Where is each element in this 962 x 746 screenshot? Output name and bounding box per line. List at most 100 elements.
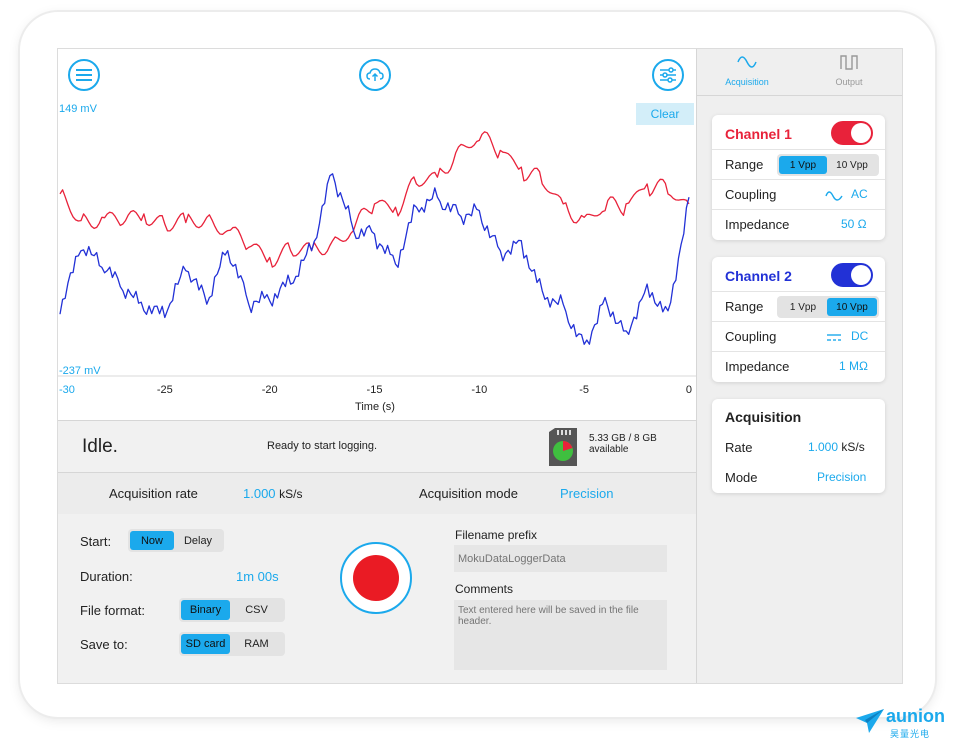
channel2-coupling-row[interactable]: Coupling DC xyxy=(712,321,885,352)
acquisition-rate-row[interactable]: Rate 1.000 kS/s xyxy=(712,433,885,463)
channel2-card: Channel 2 Range 1 Vpp 10 Vpp Coupling DC xyxy=(712,257,885,382)
acquisition-card-rate-label: Rate xyxy=(725,440,753,455)
acquisition-mode-label: Acquisition mode xyxy=(419,486,518,501)
filename-prefix-input[interactable] xyxy=(454,545,667,572)
channel2-toggle[interactable] xyxy=(831,263,873,287)
brand-logo: aunion 昊量光电 xyxy=(855,706,955,742)
hamburger-menu-icon xyxy=(76,69,92,81)
channel2-title: Channel 2 xyxy=(725,268,792,284)
channel2-impedance-row[interactable]: Impedance 1 MΩ xyxy=(712,351,885,382)
acquisition-rate-value: 1.000 xyxy=(243,486,276,501)
graph-area: Clear 149 mV -237 mV -30 -25 -20 -15 -10 -5 0 … xyxy=(58,49,696,420)
y-max-label: 149 mV xyxy=(59,103,97,115)
channel2-coupling-value: DC xyxy=(851,329,869,343)
channel2-range-row: Range 1 Vpp 10 Vpp xyxy=(712,291,885,322)
panel-tabs: Acquisition Output xyxy=(697,49,902,96)
filename-prefix-label: Filename prefix xyxy=(455,528,538,542)
channel2-range-1vpp[interactable]: 1 Vpp xyxy=(789,301,817,313)
channel1-card: Channel 1 Range 1 Vpp 10 Vpp Coupling AC… xyxy=(712,115,885,240)
acquisition-summary-bar: Acquisition rate 1.000 kS/s Acquisition … xyxy=(58,472,696,515)
start-now-button[interactable]: Now xyxy=(130,531,174,550)
logging-controls: Start: Now Delay Duration: 1m 00s File f… xyxy=(58,514,696,683)
acquisition-mode-value[interactable]: Precision xyxy=(560,486,614,501)
acquisition-rate-control[interactable]: 1.000 kS/s xyxy=(243,486,303,501)
channel2-impedance-label: Impedance xyxy=(725,359,790,374)
tab-acquisition-label: Acquisition xyxy=(725,77,769,87)
acquisition-card-mode-value: Precision xyxy=(817,470,867,484)
start-label: Start: xyxy=(80,534,112,549)
clear-button[interactable]: Clear xyxy=(636,103,694,125)
logging-state: Idle. xyxy=(82,436,118,457)
save-to-selector: SD card RAM xyxy=(179,632,285,656)
acquisition-card: Acquisition Rate 1.000 kS/s Mode Precisi… xyxy=(712,399,885,493)
x-tick-label: -15 xyxy=(367,384,383,396)
y-min-label: -237 mV xyxy=(59,365,101,377)
comments-label: Comments xyxy=(455,582,514,596)
storage-available-label: available xyxy=(589,444,629,455)
start-delay-button[interactable]: Delay xyxy=(183,534,213,547)
start-selector: Now Delay xyxy=(128,529,224,552)
channel1-coupling-value: AC xyxy=(851,187,868,201)
format-csv-button[interactable]: CSV xyxy=(245,604,268,616)
status-bar: Idle. Ready to start logging. 5.33 GB / … xyxy=(58,420,696,473)
menu-button[interactable] xyxy=(68,59,100,91)
tab-acquisition[interactable]: Acquisition xyxy=(712,53,782,87)
paper-plane-logo-icon xyxy=(856,709,884,733)
series-line-channel-2 xyxy=(59,173,690,345)
duration-value[interactable]: 1m 00s xyxy=(236,569,279,584)
acquisition-card-rate-unit: kS/s xyxy=(841,440,865,454)
duration-label: Duration: xyxy=(80,569,133,584)
brand-name: aunion xyxy=(886,706,945,726)
channel2-range-label: Range xyxy=(725,299,764,314)
settings-panel: Acquisition Output Channel 1 Range 1 Vpp… xyxy=(696,49,902,683)
channel2-coupling-label: Coupling xyxy=(725,329,777,344)
x-tick-label: -20 xyxy=(262,384,278,396)
cloud-upload-icon xyxy=(366,68,384,81)
save-sdcard-button[interactable]: SD card xyxy=(181,634,230,654)
brand-subtitle: 昊量光电 xyxy=(890,729,931,739)
acquisition-card-mode-label: Mode xyxy=(725,470,758,485)
file-format-label: File format: xyxy=(80,603,146,618)
file-format-selector: Binary CSV xyxy=(179,598,285,622)
upload-button[interactable] xyxy=(359,59,391,91)
channel1-impedance-row[interactable]: Impedance 50 Ω xyxy=(712,209,885,240)
acquisition-mode-row[interactable]: Mode Precision xyxy=(712,463,885,493)
time-series-plot: -30 -25 -20 -15 -10 -5 0 Time (s) xyxy=(58,131,696,413)
acquisition-rate-unit: kS/s xyxy=(279,487,303,501)
channel1-range-row: Range 1 Vpp 10 Vpp xyxy=(712,149,885,180)
main-panel: Clear 149 mV -237 mV -30 -25 -20 -15 -10 -5 0 … xyxy=(58,49,696,683)
settings-button[interactable] xyxy=(652,59,684,91)
tab-output-label: Output xyxy=(835,77,863,87)
record-button[interactable] xyxy=(340,542,412,614)
x-axis-label: Time (s) xyxy=(355,401,395,413)
save-to-label: Save to: xyxy=(80,637,128,652)
storage-capacity: 5.33 GB / 8 GB xyxy=(589,433,657,444)
channel1-coupling-row[interactable]: Coupling AC xyxy=(712,179,885,210)
x-tick-label: -30 xyxy=(59,384,75,396)
record-icon xyxy=(353,555,399,601)
sine-wave-icon xyxy=(737,56,757,68)
x-tick-label: -5 xyxy=(579,384,589,396)
acquisition-rate-label: Acquisition rate xyxy=(109,486,198,501)
tab-output[interactable]: Output xyxy=(814,53,884,87)
x-tick-label: 0 xyxy=(686,384,692,396)
channel1-range-10vpp[interactable]: 10 Vpp xyxy=(836,159,868,171)
acquisition-card-title: Acquisition xyxy=(725,409,802,425)
save-ram-button[interactable]: RAM xyxy=(244,638,269,650)
comments-input[interactable] xyxy=(454,600,667,670)
channel2-range-10vpp[interactable]: 10 Vpp xyxy=(827,298,877,316)
acquisition-card-rate-value: 1.000 xyxy=(808,440,839,454)
x-tick-label: -25 xyxy=(157,384,173,396)
channel2-range-selector: 1 Vpp 10 Vpp xyxy=(777,296,879,318)
channel1-range-1vpp[interactable]: 1 Vpp xyxy=(779,156,827,174)
format-binary-button[interactable]: Binary xyxy=(181,600,230,620)
channel1-coupling-label: Coupling xyxy=(725,187,777,202)
sd-card-icon xyxy=(549,428,577,466)
dc-icon xyxy=(827,334,841,341)
channel1-toggle[interactable] xyxy=(831,121,873,145)
datalogger-app: Clear 149 mV -237 mV -30 -25 -20 -15 -10 -5 0 … xyxy=(57,48,903,684)
series-line-channel-1 xyxy=(59,131,690,268)
sliders-icon xyxy=(660,67,676,83)
channel1-range-selector: 1 Vpp 10 Vpp xyxy=(777,154,879,176)
channel1-title: Channel 1 xyxy=(725,126,792,142)
